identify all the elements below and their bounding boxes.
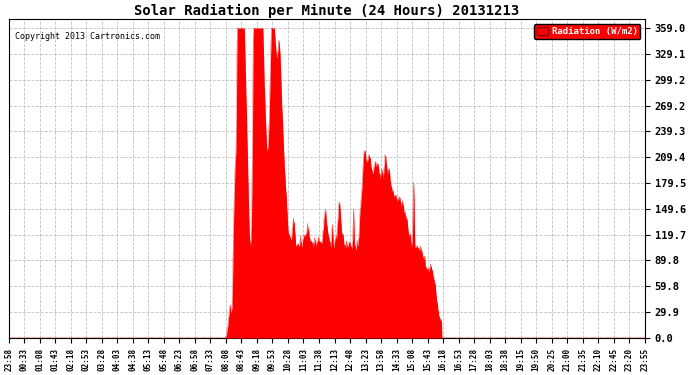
Title: Solar Radiation per Minute (24 Hours) 20131213: Solar Radiation per Minute (24 Hours) 20… xyxy=(134,4,520,18)
Text: Copyright 2013 Cartronics.com: Copyright 2013 Cartronics.com xyxy=(15,32,160,41)
Legend: Radiation (W/m2): Radiation (W/m2) xyxy=(535,24,640,39)
